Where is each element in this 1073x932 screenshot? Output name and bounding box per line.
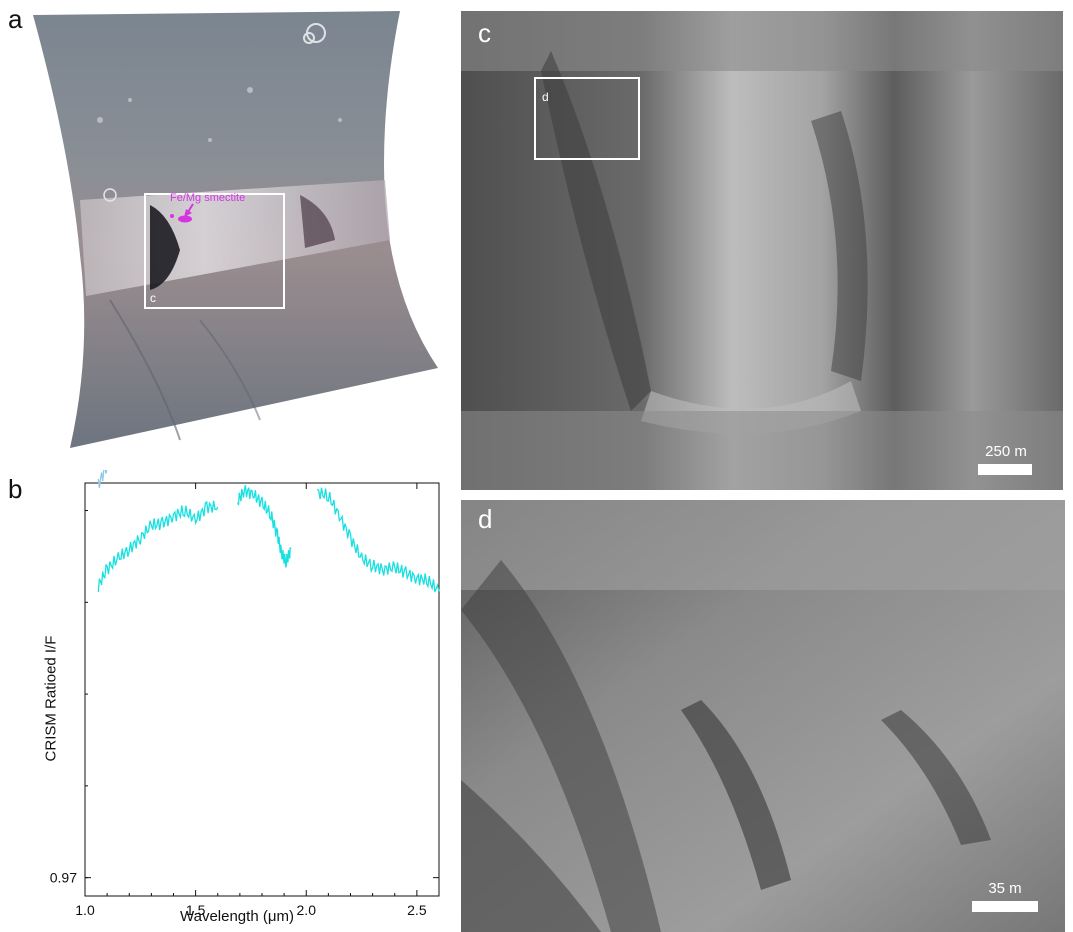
panel-a-inset-label: c [150,291,156,305]
panel-c-letter: c [478,18,491,48]
smectite-arrow [170,203,194,223]
y-tick-label: 0.97 [50,870,77,886]
spectrum-line-4 [237,485,292,568]
x-axis-label: Wavelength (μm) [180,908,294,925]
spectrum-line-4 [97,500,219,592]
panel-c-inset-label: d [542,90,549,104]
spectra-chart: 1.01.52.02.51.00.97 [50,470,440,918]
x-tick-label: 2.0 [297,902,317,918]
x-tick-label: 1.0 [75,902,95,918]
panel-c-inset-box [534,77,640,160]
panel-a-inset-box [144,193,285,309]
x-tick-label: 2.5 [407,902,427,918]
panel-c-scalebar [978,464,1032,475]
y-axis-label: CRISM Ratioed I/F [42,635,60,762]
panel-c-scale-label: 250 m [985,443,1027,460]
panel-d-image [461,500,1065,932]
smectite-annotation: Fe/Mg smectite [170,192,246,204]
panel-c-image [461,11,1063,490]
panel-d-scale-label: 35 m [988,880,1022,897]
panel-d-letter: d [478,504,493,534]
spectrum-line-3 [97,470,108,488]
plot-frame [84,482,440,897]
panel-a-letter: a [8,4,23,34]
panel-b-letter: b [8,474,23,504]
spectrum-line-4 [316,487,440,593]
panel-d-scalebar [972,901,1038,912]
x-tick-label: 1.5 [186,902,206,918]
panel-a-context-image [33,11,438,448]
